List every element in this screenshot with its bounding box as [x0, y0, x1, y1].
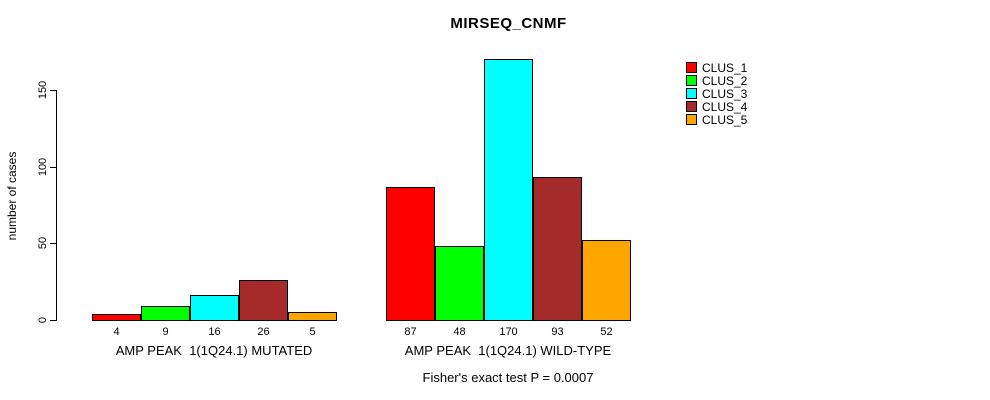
legend-swatch-icon — [686, 88, 697, 99]
y-tick-label: 50 — [37, 236, 49, 250]
legend-swatch-icon — [686, 114, 697, 125]
y-axis-label: number of cases — [5, 151, 19, 241]
legend-swatch-icon — [686, 75, 697, 86]
legend-row-clus_4: CLUS_4 — [686, 99, 748, 114]
bar-clus_5-group2 — [582, 240, 631, 321]
bar-value-label: 26 — [257, 326, 270, 338]
bar-clus_2-group2 — [435, 246, 484, 321]
y-tick-label: 150 — [37, 80, 49, 100]
bar-value-label: 48 — [453, 326, 466, 338]
legend-label: CLUS_5 — [702, 112, 748, 127]
bar-clus_5-group1 — [288, 312, 337, 321]
bar-clus_2-group1 — [141, 306, 190, 321]
legend-row-clus_5: CLUS_5 — [686, 112, 748, 127]
legend-label: CLUS_3 — [702, 86, 748, 101]
y-tick-mark — [50, 243, 56, 244]
bar-value-label: 5 — [309, 326, 316, 338]
legend: CLUS_1 CLUS_2 CLUS_3 CLUS_4 CLUS_5 — [686, 60, 748, 127]
y-tick-label: 100 — [37, 157, 49, 177]
legend-row-clus_3: CLUS_3 — [686, 86, 748, 101]
legend-row-clus_2: CLUS_2 — [686, 73, 748, 88]
y-tick-mark — [50, 167, 56, 168]
bar-value-label: 4 — [113, 326, 120, 338]
bar-clus_3-group1 — [190, 295, 239, 321]
legend-row-clus_1: CLUS_1 — [686, 60, 748, 75]
chart-title: MIRSEQ_CNMF — [450, 15, 567, 32]
y-tick-label: 0 — [37, 316, 49, 324]
bar-value-label: 87 — [404, 326, 417, 338]
bar-value-label: 93 — [551, 326, 564, 338]
fisher-test-annotation: Fisher's exact test P = 0.0007 — [422, 370, 594, 385]
bar-clus_4-group2 — [533, 177, 582, 321]
bar-value-label: 9 — [162, 326, 169, 338]
bar-clus_1-group1 — [92, 314, 141, 321]
y-axis — [56, 90, 57, 321]
y-tick-mark — [50, 90, 56, 91]
legend-label: CLUS_1 — [702, 60, 748, 75]
bar-clus_1-group2 — [386, 187, 435, 321]
bar-clus_3-group2 — [484, 59, 533, 321]
bar-value-label: 170 — [499, 326, 518, 338]
category-label-mutated: AMP PEAK 1(1Q24.1) MUTATED — [115, 343, 313, 358]
bar-value-label: 52 — [600, 326, 613, 338]
category-label-wild-type: AMP PEAK 1(1Q24.1) WILD-TYPE — [404, 343, 612, 358]
legend-label: CLUS_2 — [702, 73, 748, 88]
bar-clus_4-group1 — [239, 280, 288, 321]
bar-value-label: 16 — [208, 326, 221, 338]
legend-swatch-icon — [686, 62, 697, 73]
legend-swatch-icon — [686, 101, 697, 112]
legend-label: CLUS_4 — [702, 99, 748, 114]
y-tick-mark — [50, 320, 56, 321]
